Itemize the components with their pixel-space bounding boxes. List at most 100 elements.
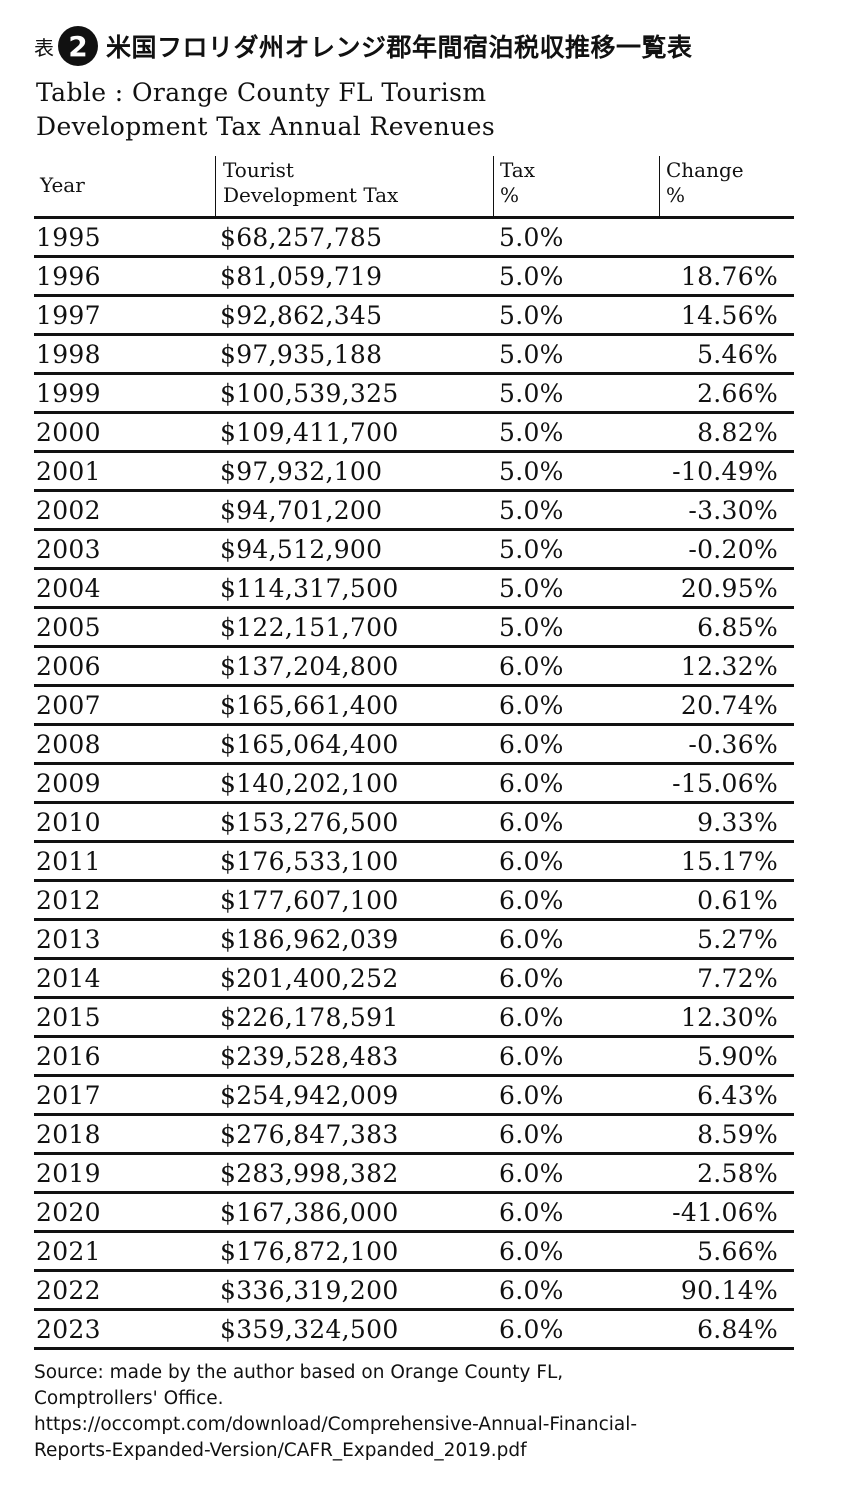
- cell-tax-percent: 6.0%: [499, 1081, 564, 1110]
- cell-tax-percent: 5.0%: [499, 613, 564, 642]
- cell-year: 2014: [36, 964, 101, 993]
- cell-tax-percent: 5.0%: [499, 379, 564, 408]
- table-row: 2008 $165,064,400 6.0% -0.36%: [34, 726, 794, 765]
- cell-change-percent: 7.72%: [697, 964, 778, 993]
- cell-tourist-development-tax: $153,276,500: [220, 808, 399, 837]
- cell-year: 1997: [36, 301, 101, 330]
- cell-tourist-development-tax: $81,059,719: [220, 262, 383, 291]
- cell-tourist-development-tax: $276,847,383: [220, 1120, 399, 1149]
- cell-tourist-development-tax: $201,400,252: [220, 964, 399, 993]
- cell-tourist-development-tax: $140,202,100: [220, 769, 399, 798]
- cell-tourist-development-tax: $122,151,700: [220, 613, 399, 642]
- cell-tax-percent: 6.0%: [499, 1120, 564, 1149]
- cell-year: 1999: [36, 379, 101, 408]
- table-row: 2006 $137,204,800 6.0% 12.32%: [34, 648, 794, 687]
- cell-change-percent: 6.84%: [697, 1315, 778, 1344]
- cell-change-percent: -0.20%: [688, 535, 778, 564]
- cell-tourist-development-tax: $177,607,100: [220, 886, 399, 915]
- cell-tax-percent: 6.0%: [499, 1315, 564, 1344]
- table-row: 2007 $165,661,400 6.0% 20.74%: [34, 687, 794, 726]
- table-row: 2018 $276,847,383 6.0% 8.59%: [34, 1116, 794, 1155]
- header-tax-line-2: %: [500, 183, 520, 207]
- cell-tourist-development-tax: $186,962,039: [220, 925, 399, 954]
- cell-change-percent: 20.74%: [680, 691, 778, 720]
- table-row: 2010 $153,276,500 6.0% 9.33%: [34, 804, 794, 843]
- cell-change-percent: 12.30%: [680, 1003, 778, 1032]
- cell-year: 2009: [36, 769, 101, 798]
- cell-change-percent: 5.27%: [697, 925, 778, 954]
- header-change-line-2: %: [666, 183, 686, 207]
- cell-year: 2023: [36, 1315, 101, 1344]
- cell-change-percent: -0.36%: [688, 730, 778, 759]
- cell-change-percent: 2.66%: [697, 379, 778, 408]
- cell-tourist-development-tax: $176,872,100: [220, 1237, 399, 1266]
- table-row: 2021 $176,872,100 6.0% 5.66%: [34, 1233, 794, 1272]
- cell-tourist-development-tax: $165,661,400: [220, 691, 399, 720]
- cell-year: 2015: [36, 1003, 101, 1032]
- table-row: 2001 $97,932,100 5.0% -10.49%: [34, 453, 794, 492]
- cell-tourist-development-tax: $176,533,100: [220, 847, 399, 876]
- cell-tax-percent: 6.0%: [499, 1276, 564, 1305]
- header-divider: [215, 156, 216, 216]
- cell-year: 1998: [36, 340, 101, 369]
- cell-tourist-development-tax: $254,942,009: [220, 1081, 399, 1110]
- cell-tax-percent: 5.0%: [499, 457, 564, 486]
- cell-year: 2018: [36, 1120, 101, 1149]
- table-row: 2000 $109,411,700 5.0% 8.82%: [34, 414, 794, 453]
- cell-year: 2006: [36, 652, 101, 681]
- cell-change-percent: -41.06%: [672, 1198, 778, 1227]
- cell-tax-percent: 6.0%: [499, 1159, 564, 1188]
- cell-change-percent: 90.14%: [680, 1276, 778, 1305]
- cell-change-percent: 8.82%: [697, 418, 778, 447]
- cell-year: 2020: [36, 1198, 101, 1227]
- japanese-title: 表 2 米国フロリダ州オレンジ郡年間宿泊税収推移一覧表: [34, 24, 693, 68]
- cell-tourist-development-tax: $92,862,345: [220, 301, 383, 330]
- cell-year: 2017: [36, 1081, 101, 1110]
- cell-tourist-development-tax: $68,257,785: [220, 223, 383, 252]
- cell-change-percent: 6.43%: [697, 1081, 778, 1110]
- cell-tax-percent: 5.0%: [499, 418, 564, 447]
- cell-tourist-development-tax: $109,411,700: [220, 418, 399, 447]
- cell-tourist-development-tax: $239,528,483: [220, 1042, 399, 1071]
- cell-year: 2013: [36, 925, 101, 954]
- table-row: 2005 $122,151,700 5.0% 6.85%: [34, 609, 794, 648]
- table-row: 1999 $100,539,325 5.0% 2.66%: [34, 375, 794, 414]
- source-url-line-1: https://occompt.com/download/Comprehensi…: [34, 1414, 638, 1435]
- cell-year: 2019: [36, 1159, 101, 1188]
- cell-year: 2005: [36, 613, 101, 642]
- source-line-2: Comptrollers' Office.: [34, 1388, 224, 1409]
- cell-tax-percent: 6.0%: [499, 1198, 564, 1227]
- source-url-line-2: Reports-Expanded-Version/CAFR_Expanded_2…: [34, 1440, 527, 1461]
- revenue-table: Year Tourist Development Tax Tax % Chang…: [34, 156, 794, 1350]
- cell-tax-percent: 6.0%: [499, 808, 564, 837]
- title-number-badge: 2: [58, 26, 98, 66]
- cell-tourist-development-tax: $94,512,900: [220, 535, 383, 564]
- cell-change-percent: 14.56%: [680, 301, 778, 330]
- english-title-line-2: Development Tax Annual Revenues: [36, 112, 496, 141]
- table-header: Year Tourist Development Tax Tax % Chang…: [34, 156, 794, 219]
- cell-tax-percent: 5.0%: [499, 340, 564, 369]
- table-row: 1996 $81,059,719 5.0% 18.76%: [34, 258, 794, 297]
- cell-change-percent: 9.33%: [697, 808, 778, 837]
- cell-tourist-development-tax: $114,317,500: [220, 574, 399, 603]
- table-row: 2011 $176,533,100 6.0% 15.17%: [34, 843, 794, 882]
- table-row: 1997 $92,862,345 5.0% 14.56%: [34, 297, 794, 336]
- header-tdt-line-1: Tourist: [223, 158, 294, 182]
- cell-tax-percent: 6.0%: [499, 1042, 564, 1071]
- cell-change-percent: -10.49%: [672, 457, 778, 486]
- cell-change-percent: 5.66%: [697, 1237, 778, 1266]
- table-row: 2009 $140,202,100 6.0% -15.06%: [34, 765, 794, 804]
- cell-tax-percent: 6.0%: [499, 691, 564, 720]
- cell-tax-percent: 6.0%: [499, 730, 564, 759]
- cell-change-percent: 15.17%: [680, 847, 778, 876]
- cell-year: 2012: [36, 886, 101, 915]
- header-change-line-1: Change: [666, 158, 744, 182]
- cell-change-percent: 20.95%: [680, 574, 778, 603]
- table-row: 2003 $94,512,900 5.0% -0.20%: [34, 531, 794, 570]
- cell-year: 2016: [36, 1042, 101, 1071]
- cell-tourist-development-tax: $165,064,400: [220, 730, 399, 759]
- cell-change-percent: 18.76%: [680, 262, 778, 291]
- title-prefix: 表: [34, 35, 54, 60]
- cell-year: 2002: [36, 496, 101, 525]
- cell-year: 2022: [36, 1276, 101, 1305]
